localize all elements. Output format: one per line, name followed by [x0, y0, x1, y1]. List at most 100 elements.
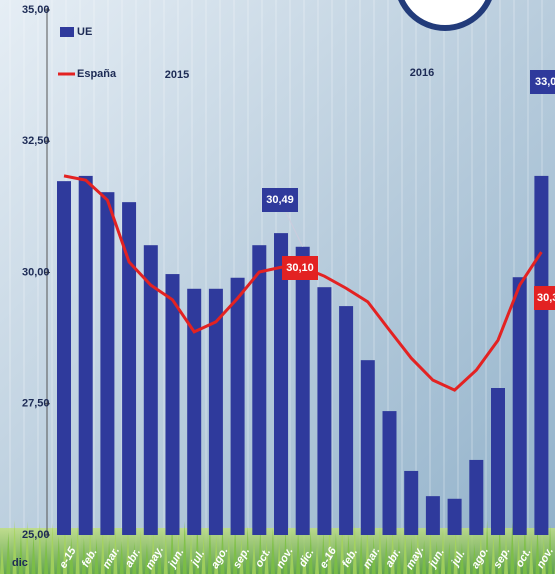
grass-blade [233, 525, 238, 574]
legend-label: UE [77, 26, 92, 38]
grass-blade [18, 533, 23, 574]
bar [339, 306, 354, 535]
x-left-label: dic [12, 557, 28, 569]
grass-blade [50, 523, 55, 574]
grass-blade [378, 524, 382, 574]
grass-blade [459, 543, 464, 574]
value-label: 30,10 [286, 262, 314, 274]
legend-swatch [60, 27, 74, 37]
grass-blade [56, 536, 61, 574]
grass-blade [333, 533, 338, 574]
grass-blade [270, 528, 275, 574]
grass-blade [0, 544, 4, 574]
bar [534, 175, 549, 535]
bar [230, 277, 245, 535]
bar [252, 245, 267, 535]
bar [512, 277, 527, 535]
grass-blade [315, 544, 319, 574]
grass-blade [75, 525, 80, 574]
grass-blade [516, 535, 521, 574]
grass-blade [434, 541, 439, 574]
annotation-box [530, 70, 555, 94]
grass-blade [403, 526, 408, 574]
annotation-box [534, 286, 555, 310]
y-tick-label: 32,50 [22, 135, 50, 147]
grass-blade [220, 524, 225, 574]
grass-blade [510, 522, 515, 574]
grass-blade [245, 526, 250, 574]
grass-blade [441, 529, 445, 574]
grass-blade [359, 535, 364, 574]
grass-blade [371, 536, 376, 574]
bar [143, 245, 158, 535]
grass-blade [252, 539, 256, 574]
grass-blade [6, 532, 11, 574]
bar [187, 288, 202, 535]
grass-blade [163, 532, 168, 574]
bar [208, 288, 223, 535]
grass-blade [138, 530, 143, 574]
grass-blade [447, 542, 452, 574]
grass-blade [94, 539, 99, 574]
grass-blade [170, 520, 175, 574]
bar [491, 388, 505, 535]
grass-blade [535, 524, 540, 574]
grass-blade [283, 529, 288, 574]
year-label: 2016 [410, 67, 434, 79]
bar [469, 459, 484, 535]
grass-blade [340, 521, 345, 574]
value-label-box [282, 256, 318, 280]
grass-blade [478, 532, 483, 574]
value-label: 30,49 [266, 194, 294, 206]
bar [100, 192, 115, 536]
grass-blade [541, 537, 546, 574]
bar [165, 274, 180, 535]
grass-blade [119, 541, 124, 574]
grass-blade [201, 535, 206, 574]
grass-blade [151, 531, 156, 574]
grass-blade [63, 524, 67, 574]
grass-blade [529, 536, 534, 574]
grass-blade [239, 538, 244, 574]
grass-blade [88, 526, 93, 574]
grass-blade [365, 523, 370, 574]
bar [447, 498, 462, 535]
grass-blade [327, 520, 332, 574]
grass-blade [522, 523, 527, 574]
grass-blade [113, 528, 118, 574]
grass-blade [12, 520, 17, 574]
grass-blade [485, 520, 490, 574]
grass-blade [226, 537, 231, 574]
bar [122, 202, 137, 535]
bar [274, 233, 288, 535]
y-tick-label: 35,00 [22, 4, 50, 16]
grass-blade [504, 534, 508, 574]
grass-blade [264, 540, 269, 574]
logo [398, 0, 492, 31]
grass-blade [69, 537, 74, 574]
grass-blade [472, 544, 477, 574]
grass-blade [25, 521, 30, 574]
grass-blade [107, 540, 112, 574]
bar [317, 287, 332, 535]
grass-blade [189, 534, 193, 574]
y-tick-label: 30,00 [22, 266, 50, 278]
bar [78, 175, 93, 535]
grass-blade [466, 531, 471, 574]
legend-label: España [77, 68, 117, 80]
grass-blade [296, 530, 301, 574]
grass-blade [157, 544, 162, 574]
grass-blade [37, 522, 42, 574]
bar [57, 181, 71, 535]
grass-blade [415, 527, 420, 574]
grass-blade [258, 527, 263, 574]
grass-blade [126, 529, 130, 574]
bar [382, 411, 397, 535]
grass-blade [100, 527, 105, 574]
grass-blade [81, 538, 86, 574]
grass-blade [321, 532, 326, 574]
grass-blade [132, 542, 137, 574]
grass-blade [497, 521, 502, 574]
